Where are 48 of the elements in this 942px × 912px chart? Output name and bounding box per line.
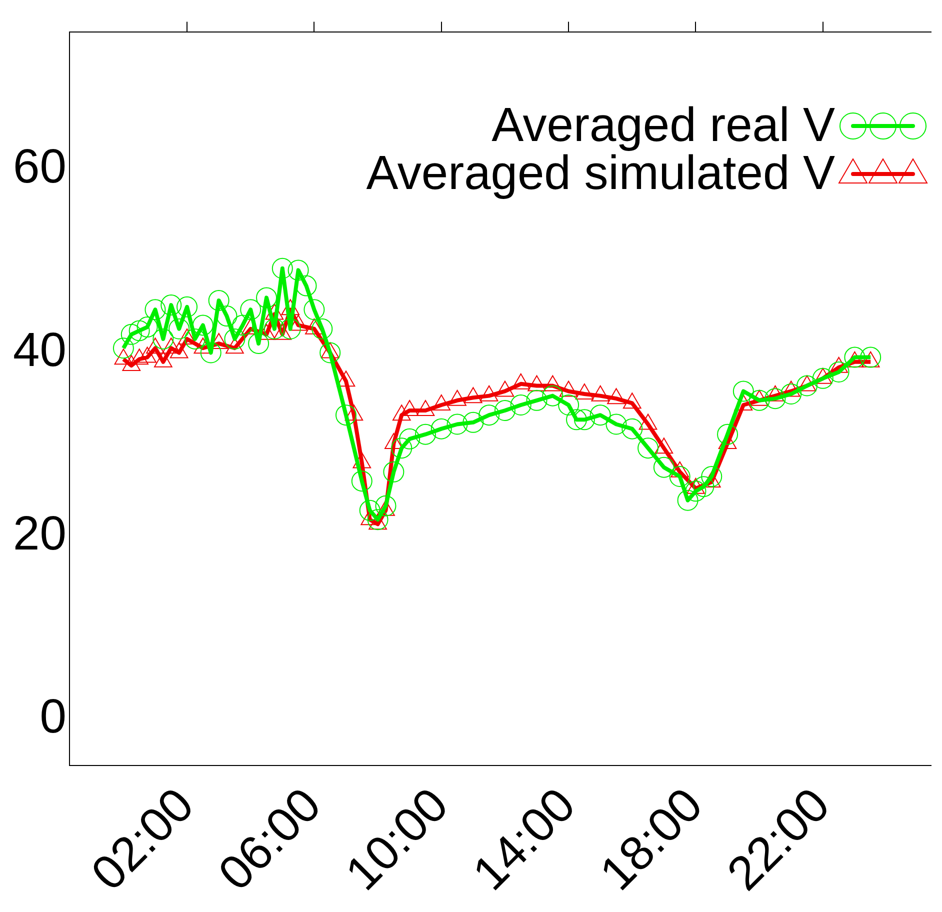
point xyxy=(400,400,419,416)
y-tick-label: 0 xyxy=(40,690,66,744)
y-tick-label: 60 xyxy=(13,140,66,194)
point xyxy=(607,388,626,404)
point xyxy=(146,338,164,354)
point xyxy=(352,452,372,468)
point xyxy=(814,368,832,384)
point xyxy=(654,438,674,454)
point xyxy=(575,383,594,400)
point xyxy=(591,385,610,402)
point xyxy=(686,478,705,494)
point xyxy=(496,380,514,397)
point xyxy=(122,355,141,372)
point xyxy=(114,348,133,365)
point xyxy=(162,338,180,354)
point xyxy=(178,328,196,344)
point xyxy=(336,370,356,387)
point xyxy=(170,342,188,358)
point xyxy=(305,318,324,334)
point xyxy=(344,404,364,421)
point xyxy=(464,387,482,404)
point xyxy=(273,324,292,340)
point xyxy=(766,385,784,402)
point xyxy=(130,348,148,365)
point xyxy=(861,351,880,368)
point xyxy=(138,346,156,363)
point xyxy=(512,373,530,390)
y-tick-label: 20 xyxy=(13,507,66,560)
point xyxy=(528,375,546,392)
point xyxy=(392,404,411,421)
point xyxy=(830,356,848,373)
point xyxy=(368,514,387,530)
point xyxy=(376,500,395,516)
point xyxy=(448,390,466,406)
point xyxy=(384,432,403,449)
point xyxy=(670,461,689,478)
y-tick-label: 40 xyxy=(13,324,66,377)
point xyxy=(416,400,435,416)
point xyxy=(622,392,642,409)
point xyxy=(750,390,768,406)
point xyxy=(154,351,172,368)
point xyxy=(480,385,498,402)
point xyxy=(638,414,658,430)
point xyxy=(559,380,578,397)
point xyxy=(543,375,562,392)
point xyxy=(432,394,451,410)
point xyxy=(320,342,340,358)
point xyxy=(289,314,308,331)
